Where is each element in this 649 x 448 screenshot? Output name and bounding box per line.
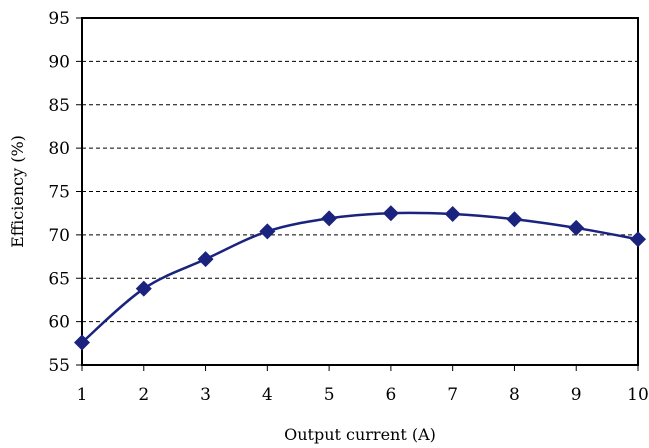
y-tick-label: 95	[48, 9, 70, 29]
data-point-9	[568, 219, 585, 236]
y-tick-label: 80	[48, 139, 70, 159]
x-tick-label: 7	[447, 385, 458, 405]
x-tick-label: 10	[627, 385, 649, 405]
x-tick-label: 8	[509, 385, 520, 405]
y-tick-label: 60	[48, 313, 70, 333]
y-tick-label: 75	[48, 183, 70, 203]
x-tick-label: 3	[200, 385, 211, 405]
series	[74, 205, 646, 351]
y-tick-label: 65	[48, 269, 70, 289]
y-tick-label: 70	[48, 226, 70, 246]
x-tick-label: 6	[385, 385, 396, 405]
x-tick-label: 2	[138, 385, 149, 405]
y-axis-title: Efficiency (%)	[8, 135, 27, 248]
data-point-4	[259, 223, 276, 240]
x-tick-label: 1	[77, 385, 88, 405]
data-point-7	[444, 206, 461, 223]
data-point-10	[630, 231, 646, 248]
data-point-1	[74, 334, 90, 351]
gridlines-overlay	[82, 60, 638, 323]
data-point-2	[135, 280, 152, 297]
data-point-6	[382, 205, 399, 222]
x-axis-ticks: 1 2 3 4 5 6 7 8 9 10	[77, 365, 649, 405]
y-axis-ticks: 55 60 65 70 75 80 85 90 95	[48, 9, 82, 376]
data-point-5	[321, 210, 338, 227]
series-line-0	[81, 211, 639, 344]
y-tick-label: 55	[48, 356, 70, 376]
x-axis-title: Output current (A)	[284, 425, 436, 444]
y-tick-label: 90	[48, 52, 70, 72]
x-tick-label: 4	[262, 385, 273, 405]
data-point-8	[506, 211, 523, 228]
x-tick-label: 5	[324, 385, 335, 405]
y-tick-label: 85	[48, 96, 70, 116]
x-tick-label: 9	[571, 385, 582, 405]
data-point-3	[197, 251, 214, 268]
